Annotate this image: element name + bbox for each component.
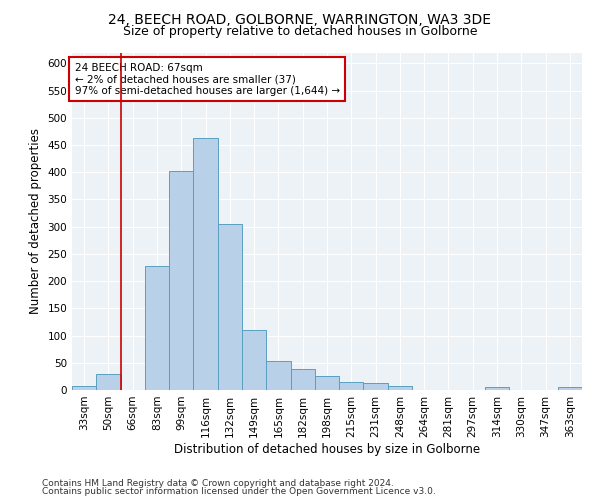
Bar xyxy=(388,386,412,390)
Bar xyxy=(364,384,388,390)
Bar xyxy=(193,138,218,390)
Text: Contains HM Land Registry data © Crown copyright and database right 2024.: Contains HM Land Registry data © Crown c… xyxy=(42,478,394,488)
Text: Contains public sector information licensed under the Open Government Licence v3: Contains public sector information licen… xyxy=(42,487,436,496)
Bar xyxy=(558,388,582,390)
X-axis label: Distribution of detached houses by size in Golborne: Distribution of detached houses by size … xyxy=(174,442,480,456)
Text: 24, BEECH ROAD, GOLBORNE, WARRINGTON, WA3 3DE: 24, BEECH ROAD, GOLBORNE, WARRINGTON, WA… xyxy=(109,12,491,26)
Bar xyxy=(72,386,96,390)
Bar xyxy=(315,376,339,390)
Text: 24 BEECH ROAD: 67sqm
← 2% of detached houses are smaller (37)
97% of semi-detach: 24 BEECH ROAD: 67sqm ← 2% of detached ho… xyxy=(74,62,340,96)
Text: Size of property relative to detached houses in Golborne: Size of property relative to detached ho… xyxy=(123,25,477,38)
Bar xyxy=(145,266,169,390)
Bar xyxy=(96,374,121,390)
Bar xyxy=(485,388,509,390)
Bar xyxy=(339,382,364,390)
Bar xyxy=(266,361,290,390)
Bar xyxy=(169,170,193,390)
Bar xyxy=(290,369,315,390)
Y-axis label: Number of detached properties: Number of detached properties xyxy=(29,128,42,314)
Bar xyxy=(218,224,242,390)
Bar xyxy=(242,330,266,390)
